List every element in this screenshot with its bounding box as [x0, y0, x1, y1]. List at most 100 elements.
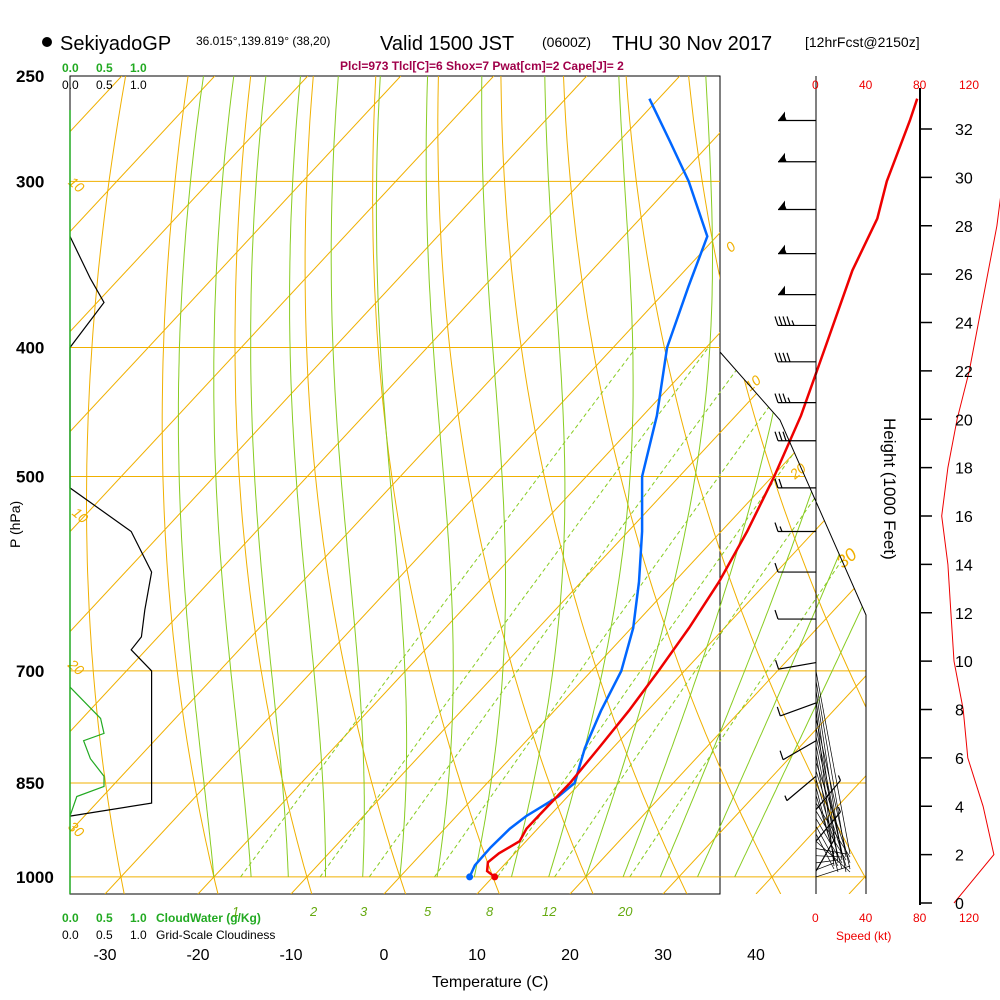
wind-barb-half-feather: [784, 795, 788, 801]
isotherm-line: [70, 76, 309, 894]
wind-barb: [774, 609, 816, 620]
wind-barb: [778, 111, 816, 122]
speed-label: Speed (kt): [836, 929, 891, 943]
temperature-tick-label: 0: [380, 947, 389, 964]
wind-speed-line: [941, 197, 1000, 904]
wind-barb: [784, 775, 817, 802]
height-tick-label: 8: [955, 703, 964, 720]
wind-fan-line: [815, 810, 847, 861]
wind-barb-flag: [778, 152, 785, 162]
dewpoint-surface-dot: [466, 873, 474, 881]
wind-barb-feather: [778, 478, 783, 489]
wind-barb-half-feather: [783, 115, 787, 121]
dry-adiabat-line: [161, 76, 219, 894]
speed-scale-bottom: 120: [959, 911, 979, 925]
isobars: [70, 180, 866, 878]
temperature-tick-label: -20: [186, 947, 209, 964]
wind-barb-staff: [780, 702, 817, 717]
wind-barb-feather: [786, 316, 791, 326]
temperature-tick-labels: -30 -20 -10 0 10 20 30 40: [93, 947, 765, 964]
wind-barb: [774, 352, 816, 363]
wind-fan-line: [815, 670, 851, 855]
wind-barb-staff: [778, 661, 817, 670]
height-tick-label: 4: [955, 799, 964, 816]
dry-adiabat-line: [563, 76, 782, 894]
wind-barb-half-feather: [791, 320, 795, 326]
dry-adiabat-line: [86, 76, 127, 894]
wind-fan-line: [815, 718, 851, 870]
forecast-info: [12hrFcst@2150z]: [805, 34, 920, 50]
height-axis-label: Height (1000 Feet): [880, 418, 899, 560]
dry-adiabat-line: [304, 76, 407, 894]
moist-adiabat-line: [659, 76, 866, 878]
temperature-surface-dot: [491, 873, 499, 881]
dry-adiabat-line: [750, 76, 866, 894]
dry-adiabat-line: [0, 76, 1, 894]
wind-barb-half-feather: [787, 397, 791, 403]
temperature-tick-label: 10: [468, 947, 486, 964]
wind-barb: [778, 152, 816, 163]
wind-barb-feather: [782, 316, 787, 326]
wind-barb-feather: [786, 352, 791, 362]
pressure-tick-label: 500: [16, 468, 44, 487]
wind-barb-staff: [782, 740, 817, 761]
dewpoint-line: [468, 98, 709, 878]
moist-adiabat-line: [330, 76, 365, 877]
wind-barb: [815, 775, 841, 810]
isotherm-line: [104, 76, 866, 894]
wind-barb-half-feather: [783, 156, 787, 162]
wind-fan-line: [815, 709, 835, 867]
wind-fan-line: [815, 865, 851, 878]
cloudiness-scale-top: 0.5: [96, 78, 113, 92]
wind-barb-half-feather: [837, 775, 841, 781]
isotherm-line: [70, 76, 681, 894]
wind-barb-flag: [778, 200, 785, 210]
dry-adiabat-line: [939, 76, 1000, 894]
mixing-ratio-label: 2: [309, 904, 318, 919]
isotherm-label: 10: [65, 173, 87, 195]
moist-adiabat-line: [375, 76, 408, 877]
wind-barb: [774, 562, 816, 573]
wind-barb-half-feather: [837, 806, 841, 813]
mixing-ratio-line: [629, 347, 866, 878]
wind-barb-staff: [815, 780, 841, 810]
height-tick-label: 28: [955, 219, 973, 236]
wind-barb-half-feather: [779, 526, 783, 532]
dry-adiabat-line: [234, 76, 313, 894]
height-tick-label: 14: [955, 557, 973, 574]
wind-barb: [775, 659, 817, 670]
pressure-tick-label: 850: [16, 774, 44, 793]
height-tick-label: 24: [955, 316, 973, 333]
cw-scale-bottom: 0.0: [62, 911, 79, 925]
wind-barb-feather: [778, 393, 783, 403]
wind-barb-feather: [774, 393, 779, 403]
mixing-ratio-line: [240, 347, 637, 878]
wind-barb-flag: [778, 244, 785, 254]
moist-adiabat-line: [511, 76, 566, 878]
isotherm-line: [70, 76, 774, 894]
isotherm-line: [662, 76, 866, 894]
station-marker: [42, 37, 52, 47]
wind-fan-line: [815, 826, 839, 867]
moist-adiabat-line: [697, 76, 866, 878]
cw-scale-bottom: 1.0: [130, 911, 147, 925]
wind-barb-staff: [786, 775, 817, 802]
isotherms: [70, 76, 866, 894]
indices-line: Plcl=973 Tlcl[C]=6 Shox=7 Pwat[cm]=2 Cap…: [340, 59, 624, 73]
wind-barb-feather: [778, 431, 783, 441]
height-tick-label: 10: [955, 654, 973, 671]
wind-fan-line: [815, 855, 843, 858]
wind-barb-feather: [778, 352, 783, 362]
moist-adiabat-line: [289, 76, 326, 877]
header: SekiyadoGP 36.015°,139.819° (38,20) Vali…: [42, 33, 920, 73]
top-scales: 0.0 0.5 1.0 0.0 0.5 1.0 0 40 80 120: [62, 61, 979, 92]
wind-barb-feather: [774, 352, 779, 362]
pressure-tick-label: 700: [16, 662, 44, 681]
wind-barb-half-feather: [783, 204, 787, 210]
pressure-axis-label: P (hPa): [7, 501, 23, 548]
mixing-ratio-labels: 1 2 3 5 8 12 20: [232, 904, 633, 919]
moist-adiabat-line: [250, 76, 289, 877]
mixing-ratio-label: 1: [232, 904, 239, 919]
speed-scale-top: 0: [812, 78, 819, 92]
